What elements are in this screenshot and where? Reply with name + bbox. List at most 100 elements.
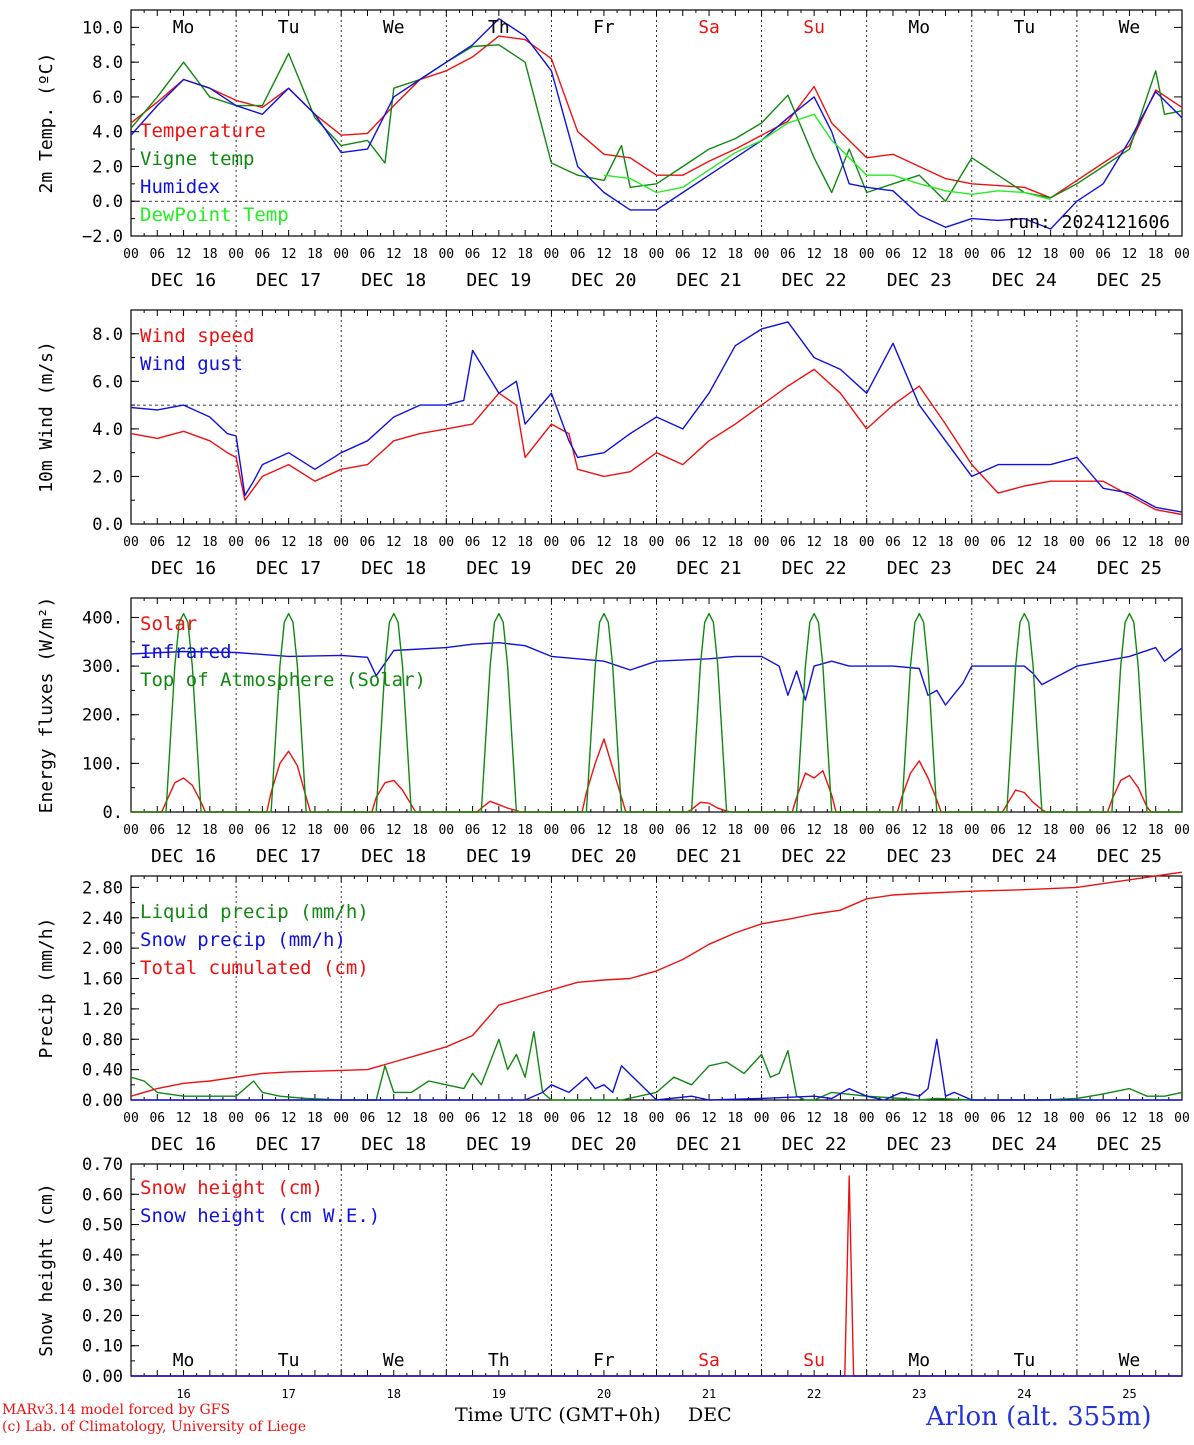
hour-tick-label: 12 — [386, 1111, 402, 1126]
y-tick-label: 0.60 — [82, 1185, 123, 1205]
legend-entry: Temperature — [140, 120, 266, 142]
hour-tick-label: 18 — [622, 1111, 638, 1126]
credit-line-1: MARv3.14 model forced by GFS — [2, 1402, 231, 1418]
y-tick-label: 0.50 — [82, 1216, 123, 1236]
hour-tick-label: 18 — [517, 1111, 533, 1126]
y-tick-label: 2.40 — [82, 909, 123, 929]
hour-tick-label: 18 — [833, 823, 849, 838]
hour-tick-label: 18 — [307, 247, 323, 262]
hour-tick-label: 18 — [202, 535, 218, 550]
series-line-liquid-precip-mm-h- — [130, 1030, 1183, 1101]
date-label: DEC 17 — [256, 270, 321, 291]
hour-tick-label: 18 — [412, 823, 428, 838]
date-label: DEC 18 — [361, 846, 426, 867]
hour-tick-label: 00 — [123, 535, 139, 550]
day-number-label: 21 — [702, 1387, 716, 1401]
date-label: DEC 24 — [992, 1134, 1057, 1155]
date-label: DEC 17 — [256, 1134, 321, 1155]
run-label: run: 2024121606 — [1007, 212, 1170, 233]
hour-tick-label: 06 — [570, 535, 586, 550]
y-tick-label: 10.0 — [82, 18, 123, 38]
y-tick-label: 4.0 — [92, 420, 123, 440]
hour-tick-label: 12 — [911, 823, 927, 838]
hour-tick-label: 00 — [754, 535, 770, 550]
hour-tick-label: 12 — [281, 247, 297, 262]
hour-tick-label: 06 — [570, 1111, 586, 1126]
hour-tick-label: 12 — [1122, 247, 1138, 262]
hour-tick-label: 00 — [1174, 535, 1190, 550]
hour-tick-label: 18 — [202, 247, 218, 262]
legend-entry: Vigne temp — [140, 148, 254, 170]
hour-tick-label: 12 — [491, 247, 507, 262]
hour-tick-label: 00 — [544, 823, 560, 838]
y-tick-label: 200. — [82, 706, 123, 726]
hour-tick-label: 00 — [964, 1111, 980, 1126]
date-label: DEC 23 — [887, 846, 952, 867]
hour-tick-label: 00 — [1174, 247, 1190, 262]
date-label: DEC 22 — [782, 1134, 847, 1155]
legend-entry: Snow precip (mm/h) — [140, 929, 346, 951]
day-name-label: Tu — [278, 1350, 300, 1371]
hour-tick-label: 12 — [176, 823, 192, 838]
y-tick-label: 8.0 — [92, 53, 123, 73]
y-tick-label: 0.00 — [82, 1367, 123, 1387]
hour-tick-label: 18 — [727, 247, 743, 262]
day-name-label: Fr — [593, 1350, 615, 1371]
hour-tick-label: 12 — [701, 1111, 717, 1126]
hour-tick-label: 06 — [780, 1111, 796, 1126]
y-tick-label: 100. — [82, 754, 123, 774]
date-label: DEC 17 — [256, 846, 321, 867]
day-name-label: Mo — [908, 17, 930, 38]
hour-tick-label: 12 — [806, 247, 822, 262]
hour-tick-label: 00 — [964, 823, 980, 838]
legend-entry: Snow height (cm) — [140, 1177, 323, 1199]
hour-tick-label: 00 — [438, 823, 454, 838]
hour-tick-label: 18 — [1148, 823, 1164, 838]
date-label: DEC 20 — [571, 1134, 636, 1155]
y-tick-label: 0. — [103, 803, 123, 823]
hour-tick-label: 12 — [176, 535, 192, 550]
hour-tick-label: 00 — [754, 247, 770, 262]
hour-tick-label: 00 — [1069, 247, 1085, 262]
hour-tick-label: 00 — [438, 535, 454, 550]
hour-tick-label: 18 — [412, 1111, 428, 1126]
hour-tick-label: 06 — [1095, 1111, 1111, 1126]
date-label: DEC 19 — [466, 558, 531, 579]
y-tick-label: 0.30 — [82, 1276, 123, 1296]
day-number-label: 25 — [1122, 1387, 1136, 1401]
hour-tick-label: 18 — [1043, 247, 1059, 262]
hour-tick-label: 12 — [596, 1111, 612, 1126]
hour-tick-label: 18 — [622, 823, 638, 838]
day-number-label: 22 — [807, 1387, 821, 1401]
hour-tick-label: 06 — [360, 247, 376, 262]
hour-tick-label: 12 — [1122, 1111, 1138, 1126]
y-tick-label: 1.60 — [82, 970, 123, 990]
y-tick-label: 0.00 — [82, 1091, 123, 1111]
hour-tick-label: 00 — [649, 535, 665, 550]
y-axis-label: Precip (mm/h) — [36, 918, 57, 1059]
legend-entry: Top of Atmosphere (Solar) — [140, 669, 426, 691]
date-label: DEC 25 — [1097, 270, 1162, 291]
date-label: DEC 16 — [151, 1134, 216, 1155]
hour-tick-label: 12 — [386, 247, 402, 262]
y-tick-label: 0.0 — [92, 192, 123, 212]
legend-entry: DewPoint Temp — [140, 204, 289, 226]
series-line-vigne-temp — [130, 44, 1183, 202]
hour-tick-label: 06 — [990, 1111, 1006, 1126]
day-name-label: Sa — [698, 17, 720, 38]
hour-tick-label: 06 — [465, 247, 481, 262]
y-tick-label: 0.70 — [82, 1155, 123, 1175]
date-label: DEC 19 — [466, 270, 531, 291]
hour-tick-label: 06 — [360, 1111, 376, 1126]
hour-tick-label: 06 — [255, 247, 271, 262]
hour-tick-label: 06 — [570, 247, 586, 262]
hour-tick-label: 18 — [1148, 1111, 1164, 1126]
hour-tick-label: 00 — [228, 1111, 244, 1126]
day-number-label: 23 — [912, 1387, 926, 1401]
hour-tick-label: 00 — [1069, 823, 1085, 838]
hour-tick-label: 00 — [333, 247, 349, 262]
hour-tick-label: 06 — [780, 823, 796, 838]
day-name-label: Tu — [1014, 1350, 1036, 1371]
hour-tick-label: 18 — [833, 535, 849, 550]
hour-tick-label: 12 — [911, 535, 927, 550]
